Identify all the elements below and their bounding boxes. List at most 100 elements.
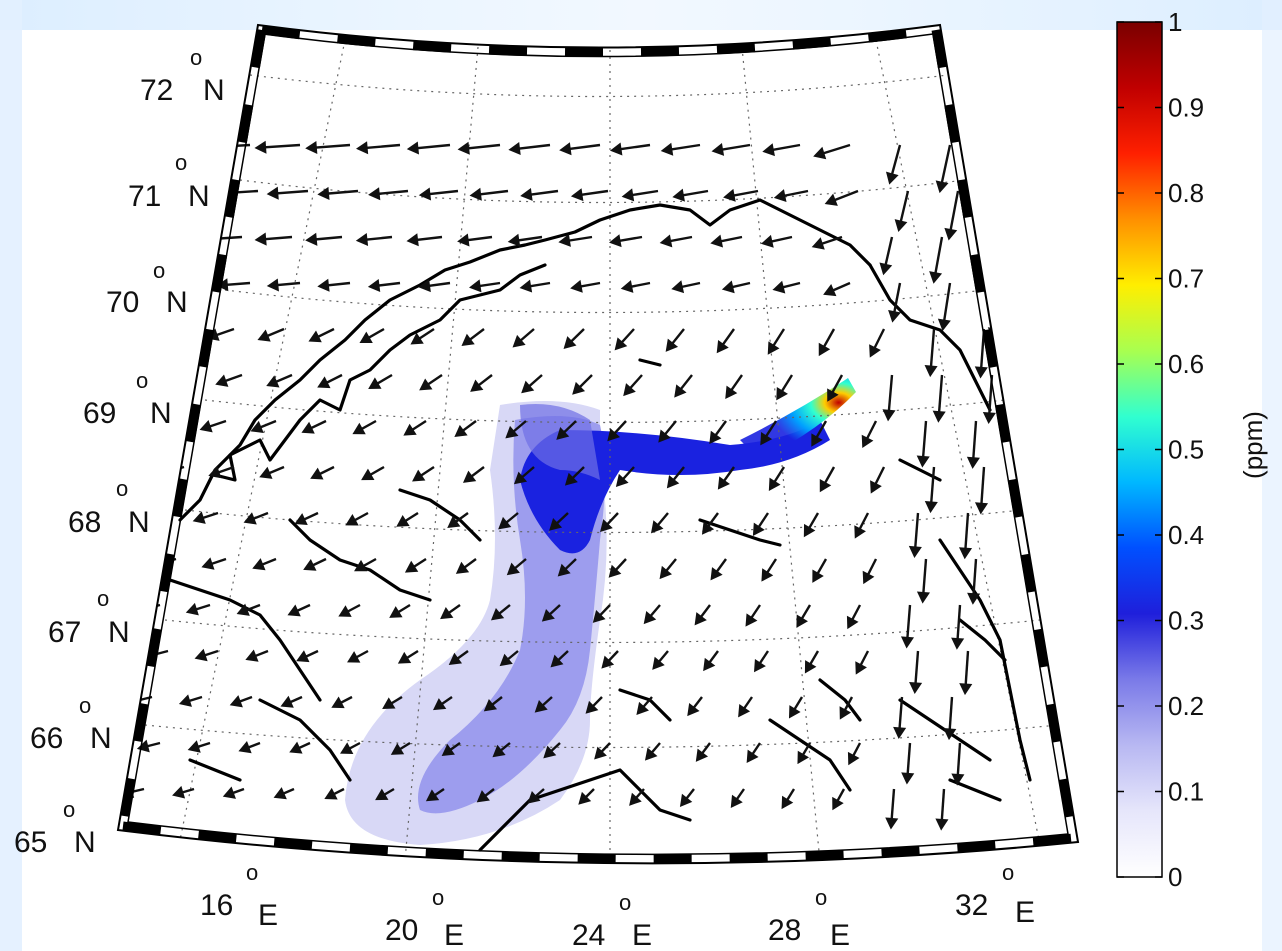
wind-arrow [541,604,561,622]
wind-arrow [762,143,801,157]
wind-arrow [201,557,227,570]
wind-arrow [389,603,411,618]
lon-label-20: 20 oE [385,885,464,951]
wind-arrow [563,328,585,349]
parallel-67N [164,619,1041,644]
wind-arrow [854,512,870,539]
wind-arrow [352,419,377,435]
wind-arrow [900,604,915,649]
wind-arrow [266,186,309,200]
wind-arrow [359,327,385,344]
wind-arrow [215,373,243,387]
wind-arrow [665,328,685,352]
colorbar-tick-label: 0 [1168,862,1182,892]
wind-arrow [752,512,770,536]
wind-arrow [310,465,335,480]
wind-arrow [839,696,854,720]
wind-arrow [454,420,477,438]
wind-arrow [229,695,253,708]
lat-label-66: 66 oN [30,693,112,755]
wind-arrow [745,604,761,627]
svg-text:N: N [128,506,150,539]
wind-arrow [615,466,635,487]
wind-arrow [695,742,711,762]
wind-arrow [483,696,503,712]
wind-arrow [585,696,603,714]
wind-arrow [153,232,193,246]
lake-b [768,718,852,792]
wind-arrow [832,788,846,811]
wind-arrow [287,603,311,617]
wind-arrow [254,232,293,246]
colorbar-tick-label: 0.2 [1168,691,1204,721]
svg-text:o: o [1002,860,1014,885]
wind-arrow [492,742,511,758]
wind-arrow [519,279,551,293]
wind-arrow [469,187,509,201]
wind-arrow [861,420,878,449]
map-area [118,25,1078,864]
wind-arrow [505,420,527,439]
wind-arrow [390,741,411,755]
lon-label-16: 16 oE [200,860,278,932]
white-sea-coast [938,538,1032,782]
lake-f [958,618,1007,662]
lon-label-28: 28 oE [768,885,850,951]
wind-arrow [629,788,645,806]
wind-arrow [901,742,915,785]
wind-arrow [425,788,445,802]
wind-arrow [280,695,303,708]
frame-ticks-left [118,29,267,827]
wind-arrow [592,604,611,623]
frame-ticks-right [931,29,1078,839]
wind-arrow [476,788,495,803]
wind-arrow [259,465,285,479]
wind-arrow [943,696,957,741]
wind-arrow [623,374,643,397]
wind-arrow [614,328,635,351]
wind-arrow [549,512,569,531]
wind-arrow [296,649,319,663]
colorbar-tick-label: 0.1 [1168,777,1204,807]
svg-text:28: 28 [768,914,801,947]
svg-text:65: 65 [14,826,47,859]
wind-arrow [513,466,535,485]
wind-arrow [709,420,727,444]
svg-text:o: o [246,860,258,885]
wind-arrow [620,280,651,293]
wind-arrow [594,742,611,760]
wind-arrow [730,788,745,809]
wind-arrow [455,558,477,574]
wind-arrow [185,602,211,616]
wind-arrow [958,512,973,560]
svg-text:66: 66 [30,722,63,755]
wind-arrow [403,419,427,436]
wind-arrow [317,186,359,200]
wind-arrow [944,190,960,241]
wind-arrow [679,788,695,807]
frame-ticks-top [261,25,937,57]
svg-text:N: N [203,74,225,107]
wind-arrow [951,742,965,786]
svg-text:o: o [153,258,165,283]
wind-arrow [448,650,469,665]
svg-text:72: 72 [140,74,173,107]
wind-arrow [294,511,319,525]
wind-arrow [882,374,896,422]
wind-arrow [811,420,828,447]
wind-arrow [827,374,844,402]
wind-arrow [521,374,543,394]
wind-arrow [238,740,261,754]
colorbar-tick-label: 0.9 [1168,93,1204,123]
wind-arrow [382,695,403,709]
wind-arrow [303,557,327,571]
lat-label-68: 68 oN [68,476,150,539]
wind-arrow [441,742,461,757]
wind-arrow [457,141,501,155]
wind-arrow [273,787,295,800]
wind-arrow [818,328,836,357]
wind-arrow [621,188,659,202]
wind-arrow [985,144,1002,202]
wind-arrow [870,466,886,494]
